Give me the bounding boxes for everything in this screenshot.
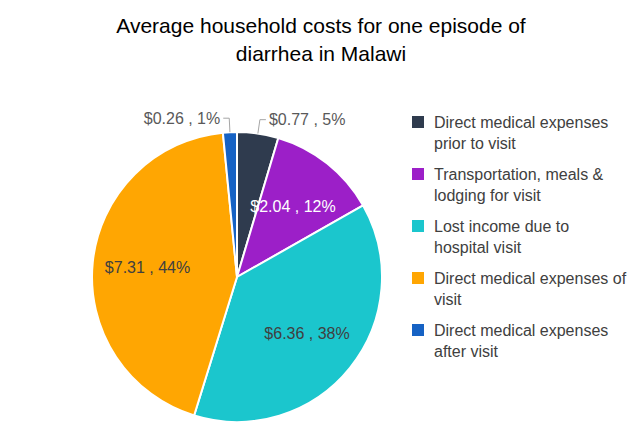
html-text:Direct medical expenses prior: Direct medical expenses prior to visit [434, 114, 609, 152]
svg-text:$0.26 , 1%: $0.26 , 1% [144, 110, 221, 127]
html-text:Transportation, meals & lodgin: Transportation, meals & lodging for visi… [434, 166, 604, 204]
html-text:Direct medical expenses after: Direct medical expenses after visit [434, 322, 609, 360]
html-text:Average household costs for on: Average household costs for one episode … [116, 14, 526, 65]
svg-text:$7.31 , 44%: $7.31 , 44% [105, 259, 190, 276]
svg-text:$0.77 , 5%: $0.77 , 5% [269, 111, 346, 128]
svg-text:$6.36 , 38%: $6.36 , 38% [264, 325, 349, 342]
html-text:Lost income due to hospital vi: Lost income due to hospital visit [434, 218, 570, 256]
svg-text:$2.04 , 12%: $2.04 , 12% [250, 198, 335, 215]
html-text:Direct medical expenses of vis: Direct medical expenses of visit [434, 270, 627, 308]
